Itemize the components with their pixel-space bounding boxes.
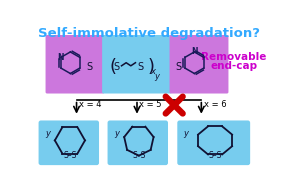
Text: N: N <box>191 47 197 57</box>
Text: end-cap: end-cap <box>210 61 258 71</box>
Text: x = 5: x = 5 <box>139 100 162 109</box>
Text: S: S <box>138 62 144 72</box>
Text: Self-immolative degradation?: Self-immolative degradation? <box>38 26 260 40</box>
Text: y: y <box>114 129 119 139</box>
Text: y: y <box>184 129 188 139</box>
Text: S: S <box>176 62 182 72</box>
Text: S–S: S–S <box>63 151 77 160</box>
Text: S: S <box>113 62 119 72</box>
Text: y: y <box>45 129 50 139</box>
Text: Removable: Removable <box>201 52 267 62</box>
Text: S–S: S–S <box>209 151 222 160</box>
Text: x: x <box>150 67 155 76</box>
Text: N: N <box>58 53 64 62</box>
Text: y: y <box>155 72 160 81</box>
FancyBboxPatch shape <box>177 120 250 165</box>
Text: (: ( <box>109 58 116 76</box>
Text: S–S: S–S <box>132 151 146 160</box>
Text: x = 6: x = 6 <box>204 100 226 109</box>
FancyBboxPatch shape <box>170 35 229 94</box>
Text: x = 4: x = 4 <box>79 100 102 109</box>
FancyBboxPatch shape <box>108 120 168 165</box>
FancyBboxPatch shape <box>39 120 99 165</box>
Text: ): ) <box>147 58 154 76</box>
FancyBboxPatch shape <box>46 35 104 94</box>
FancyBboxPatch shape <box>102 35 172 94</box>
Text: S: S <box>86 62 92 72</box>
